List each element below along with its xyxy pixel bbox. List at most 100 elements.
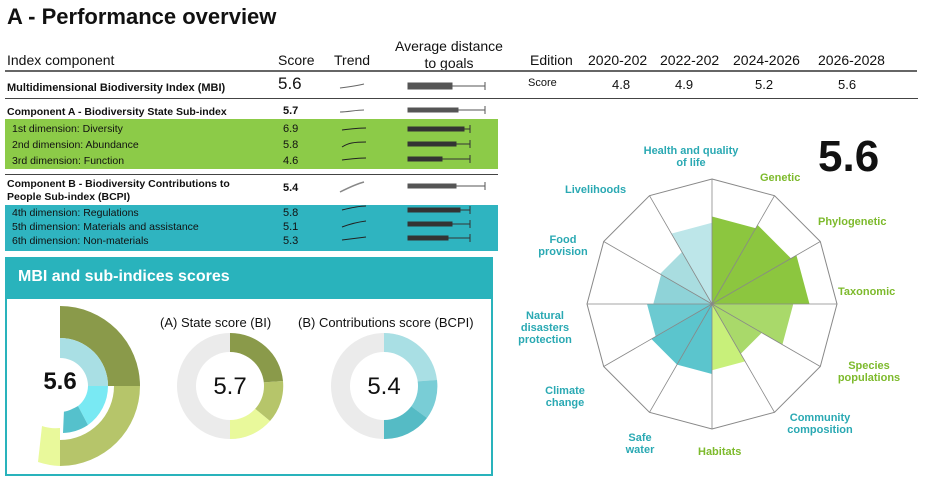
sparkline-materials xyxy=(341,220,367,228)
mbi-segment-function xyxy=(38,426,60,466)
row-score-regulations: 5.8 xyxy=(283,207,299,219)
mbi-segment-abundance xyxy=(60,386,140,466)
row-score-non-materials: 5.3 xyxy=(283,235,299,247)
radar-label-health: Health and quality of life xyxy=(643,145,739,169)
radar-sector-habitats xyxy=(712,304,746,371)
distance-bar-component-b xyxy=(407,182,486,190)
header-distance: Average distance to goals xyxy=(395,38,503,71)
row-score-abundance: 5.8 xyxy=(283,139,299,151)
row-label-non-materials: 6th dimension: Non-materials xyxy=(12,235,149,247)
contrib-donut xyxy=(331,332,438,440)
sparkline-regulations xyxy=(341,205,367,211)
radar-sectors xyxy=(647,216,810,374)
contrib-segment-regulations xyxy=(384,332,437,382)
contrib-donut-value: 5.4 xyxy=(367,373,401,400)
sparkline-abundance xyxy=(341,141,367,148)
radar-label-natural: Natural disasters protection xyxy=(518,310,572,346)
header-score: Score xyxy=(278,52,315,68)
radar-sector-health-and-quality-of-life xyxy=(671,222,712,304)
radar-spoke xyxy=(649,303,713,413)
sparkline-component-a xyxy=(339,109,365,113)
sparkline-non-materials xyxy=(341,236,367,241)
radar-label-safe-water: Safe water xyxy=(625,432,655,456)
row-label-materials: 5th dimension: Materials and assistance xyxy=(12,221,199,233)
page-title: A - Performance overview xyxy=(7,4,277,29)
state-donut-value: 5.7 xyxy=(213,373,247,400)
mbi-donut-value: 5.6 xyxy=(43,368,77,395)
header-index-component: Index component xyxy=(7,52,115,68)
edition-period-2: 2022-202 xyxy=(660,52,720,68)
radar-spoke xyxy=(603,241,713,305)
radar-label-community: Community composition xyxy=(787,412,853,436)
radar-label-taxonomic: Taxonomic xyxy=(838,286,896,298)
row-label-function: 3rd dimension: Function xyxy=(12,155,125,167)
scores-panel-body xyxy=(5,299,493,476)
radar-sector-species-populations xyxy=(712,304,794,345)
distance-bar-materials xyxy=(407,220,471,228)
row-score-mbi: 5.6 xyxy=(278,74,302,93)
radar-sector-community-composition xyxy=(712,304,762,354)
radar-spoke xyxy=(711,303,775,413)
radar-spoke xyxy=(711,241,821,305)
distance-bar-component-a xyxy=(407,106,486,114)
row-label-component-b: Component B - Biodiversity Contributions… xyxy=(7,178,230,203)
header-edition: Edition xyxy=(530,52,573,68)
mbi-segment-non-materials xyxy=(63,406,88,433)
radar-chart xyxy=(586,178,838,430)
radar-sector-phylogenetic xyxy=(712,225,791,304)
mbi-segment-regulations xyxy=(60,338,108,386)
radar-sector-natural-disasters-protection xyxy=(647,304,712,337)
radar-label-genetic: Genetic xyxy=(760,172,801,184)
component-b-divider xyxy=(5,174,498,175)
edition-period-4: 2026-2028 xyxy=(818,52,885,68)
edition-score-4: 5.6 xyxy=(838,77,857,92)
edition-score-3: 5.2 xyxy=(755,77,774,92)
state-score-label: (A) State score (BI) xyxy=(160,315,272,330)
radar-sector-taxonomic xyxy=(712,255,810,304)
row-label-regulations: 4th dimension: Regulations xyxy=(12,207,139,219)
radar-label-livelihoods: Livelihoods xyxy=(565,184,627,196)
state-donut xyxy=(177,332,284,440)
state-segment-diversity xyxy=(230,332,283,383)
radar-spoke xyxy=(649,195,713,305)
row-score-component-b: 5.4 xyxy=(283,182,299,194)
distance-bar-mbi xyxy=(407,82,486,90)
contrib-score-label: (B) Contributions score (BCPI) xyxy=(298,315,474,330)
distance-bar-abundance xyxy=(407,140,471,148)
mbi-donut xyxy=(34,306,140,466)
sparkline-diversity xyxy=(341,127,367,131)
edition-score-2: 4.9 xyxy=(675,77,694,92)
edition-score-label: Score xyxy=(528,77,557,89)
radar-label-habitats: Habitats xyxy=(698,446,742,458)
donut-charts xyxy=(34,306,438,466)
mbi-segment-materials xyxy=(78,386,108,425)
contribution-dimensions-band xyxy=(5,205,498,251)
sparkline-mbi xyxy=(339,83,365,89)
distance-bar-diversity xyxy=(407,125,471,133)
radar-spoke xyxy=(603,303,713,367)
radar-spoke xyxy=(711,303,821,367)
row-label-abundance: 2nd dimension: Abundance xyxy=(12,139,139,151)
row-label-mbi: Multidimensional Biodiversity Index (MBI… xyxy=(7,82,226,94)
radar-sector-climate-change xyxy=(651,304,712,365)
radar-sector-safe-water xyxy=(677,304,712,374)
row-label-diversity: 1st dimension: Diversity xyxy=(12,123,123,135)
radar-sector-livelihoods xyxy=(660,252,712,304)
scores-panel-title: MBI and sub-indices scores xyxy=(18,268,230,285)
mbi-divider xyxy=(5,98,918,99)
radar-label-phylogenetic: Phylogenetic xyxy=(818,216,887,228)
radar-spoke xyxy=(711,195,775,305)
trend-and-distance-graphics xyxy=(339,82,486,242)
row-score-diversity: 6.9 xyxy=(283,123,299,135)
radar-label-food: Food provision xyxy=(538,234,588,258)
distance-bar-function xyxy=(407,155,471,163)
sparkline-function xyxy=(341,157,367,161)
header-divider xyxy=(5,70,917,72)
header-trend: Trend xyxy=(334,52,371,68)
radar-label-climate: Climate change xyxy=(545,385,585,409)
radar-grid xyxy=(586,178,838,430)
edition-period-3: 2024-2026 xyxy=(733,52,800,68)
edition-period-1: 2020-202 xyxy=(588,52,648,68)
radar-sector-genetic xyxy=(712,216,756,304)
mbi-segment-diversity xyxy=(60,306,140,386)
